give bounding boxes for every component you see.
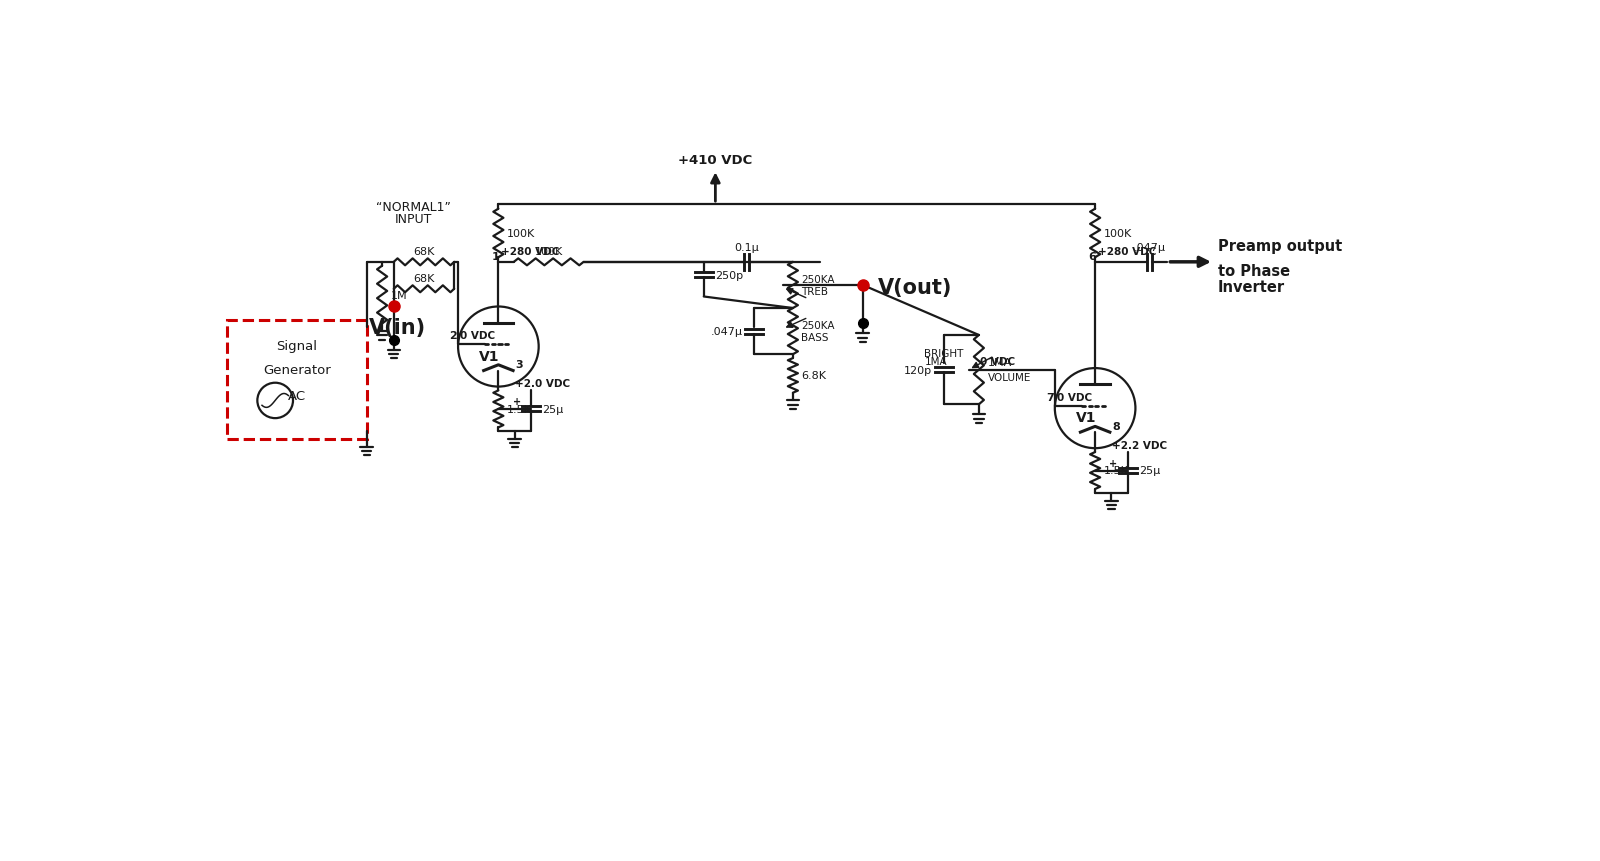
Text: +2.0 VDC: +2.0 VDC [515, 379, 571, 389]
Text: .047μ: .047μ [1133, 243, 1165, 252]
Text: AC: AC [288, 390, 306, 403]
Text: V(in): V(in) [370, 318, 426, 338]
Text: +410 VDC: +410 VDC [678, 153, 752, 166]
Text: 8: 8 [1112, 421, 1120, 431]
Text: 250KA
BASS: 250KA BASS [802, 321, 835, 343]
Text: 250p: 250p [715, 270, 744, 281]
Text: .047μ: .047μ [710, 327, 742, 337]
Text: 1MA: 1MA [925, 356, 947, 366]
Text: 68K: 68K [413, 246, 435, 257]
Text: 100K: 100K [534, 246, 563, 257]
Text: to Phase: to Phase [1218, 264, 1290, 279]
Text: 25μ: 25μ [542, 405, 563, 414]
Text: 3: 3 [515, 360, 523, 369]
Text: BRIGHT: BRIGHT [925, 349, 963, 359]
Text: 100K: 100K [1104, 229, 1131, 238]
Text: V1: V1 [1075, 411, 1096, 424]
Text: 250KA
TREB: 250KA TREB [802, 275, 835, 296]
Text: 6.8K: 6.8K [802, 371, 826, 381]
Text: 0.1μ: 0.1μ [734, 243, 758, 252]
Text: 1.5K: 1.5K [1104, 466, 1128, 476]
Text: 2: 2 [450, 331, 458, 341]
Text: INPUT: INPUT [395, 213, 432, 226]
Text: Inverter: Inverter [1218, 280, 1285, 294]
Text: 68K: 68K [413, 273, 435, 283]
Text: 1: 1 [491, 251, 499, 262]
Text: 25μ: 25μ [1139, 466, 1160, 476]
Text: Preamp output: Preamp output [1218, 238, 1342, 253]
Text: Signal: Signal [277, 340, 317, 353]
Text: 7: 7 [1046, 392, 1054, 402]
Text: +: + [1109, 458, 1117, 468]
Text: 120p: 120p [904, 365, 933, 375]
Text: +: + [512, 397, 522, 406]
Text: 1.5K: 1.5K [507, 405, 531, 414]
Text: 0 VDC: 0 VDC [1058, 392, 1093, 402]
Text: 0 VDC: 0 VDC [461, 331, 496, 341]
Text: 1MA: 1MA [989, 357, 1013, 368]
Text: “NORMAL1”: “NORMAL1” [376, 201, 451, 214]
Text: V1: V1 [478, 350, 499, 363]
Text: +280 VDC: +280 VDC [501, 247, 560, 257]
Text: +280 VDC: +280 VDC [1098, 247, 1157, 257]
Text: 6: 6 [1088, 251, 1096, 262]
Text: 0 VDC: 0 VDC [981, 356, 1016, 366]
Text: Generator: Generator [262, 364, 331, 377]
Text: 1M: 1M [390, 290, 408, 300]
Text: V(out): V(out) [878, 278, 952, 298]
Text: VOLUME: VOLUME [989, 373, 1032, 383]
Text: 100K: 100K [507, 229, 534, 238]
Text: +2.2 VDC: +2.2 VDC [1112, 440, 1168, 450]
